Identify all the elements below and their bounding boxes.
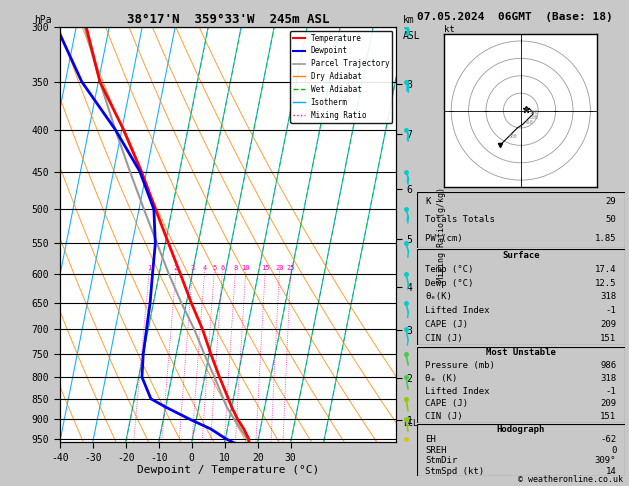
Text: Totals Totals: Totals Totals bbox=[425, 215, 495, 225]
Text: 151: 151 bbox=[600, 334, 616, 343]
Text: Dewp (°C): Dewp (°C) bbox=[425, 278, 474, 288]
Text: Lifted Index: Lifted Index bbox=[425, 386, 490, 396]
Text: 5: 5 bbox=[212, 265, 216, 271]
Text: StmSpd (kt): StmSpd (kt) bbox=[425, 467, 484, 476]
Text: θₑ (K): θₑ (K) bbox=[425, 374, 457, 383]
Text: 25: 25 bbox=[286, 265, 295, 271]
Text: 1: 1 bbox=[147, 265, 152, 271]
Text: CIN (J): CIN (J) bbox=[425, 334, 463, 343]
Text: km: km bbox=[403, 15, 415, 25]
Text: 20: 20 bbox=[276, 265, 284, 271]
Legend: Temperature, Dewpoint, Parcel Trajectory, Dry Adiabat, Wet Adiabat, Isotherm, Mi: Temperature, Dewpoint, Parcel Trajectory… bbox=[290, 31, 392, 122]
Text: PW (cm): PW (cm) bbox=[425, 234, 463, 243]
Text: 3: 3 bbox=[191, 265, 194, 271]
Text: EH: EH bbox=[425, 435, 436, 444]
Text: K: K bbox=[425, 197, 431, 206]
Text: 29: 29 bbox=[606, 197, 616, 206]
Text: 0: 0 bbox=[611, 446, 616, 455]
Text: 8: 8 bbox=[233, 265, 238, 271]
Text: θₑ(K): θₑ(K) bbox=[425, 293, 452, 301]
Text: 10: 10 bbox=[242, 265, 250, 271]
Text: 6: 6 bbox=[220, 265, 225, 271]
Text: Lifted Index: Lifted Index bbox=[425, 306, 490, 315]
Text: 151: 151 bbox=[600, 412, 616, 421]
Text: 1.85: 1.85 bbox=[595, 234, 616, 243]
Text: kt: kt bbox=[444, 25, 455, 34]
Text: -62: -62 bbox=[600, 435, 616, 444]
Text: 07.05.2024  06GMT  (Base: 18): 07.05.2024 06GMT (Base: 18) bbox=[417, 12, 613, 22]
Title: 38°17'N  359°33'W  245m ASL: 38°17'N 359°33'W 245m ASL bbox=[127, 13, 329, 26]
Text: CAPE (J): CAPE (J) bbox=[425, 399, 469, 408]
Text: 50: 50 bbox=[606, 215, 616, 225]
Text: 12.5: 12.5 bbox=[595, 278, 616, 288]
Text: 318: 318 bbox=[600, 374, 616, 383]
Text: Hodograph: Hodograph bbox=[497, 425, 545, 434]
Text: Pressure (mb): Pressure (mb) bbox=[425, 361, 495, 370]
Text: 309°: 309° bbox=[595, 456, 616, 465]
Text: 0: 0 bbox=[525, 108, 527, 113]
Text: Temp (°C): Temp (°C) bbox=[425, 265, 474, 274]
Text: StmDir: StmDir bbox=[425, 456, 457, 465]
Text: 150: 150 bbox=[530, 110, 538, 115]
Text: 2: 2 bbox=[174, 265, 178, 271]
Text: -1: -1 bbox=[606, 306, 616, 315]
Text: 450: 450 bbox=[525, 121, 533, 125]
Text: 209: 209 bbox=[600, 399, 616, 408]
X-axis label: Dewpoint / Temperature (°C): Dewpoint / Temperature (°C) bbox=[137, 466, 319, 475]
Text: -1: -1 bbox=[606, 386, 616, 396]
Text: 600: 600 bbox=[509, 135, 517, 139]
Text: SREH: SREH bbox=[425, 446, 447, 455]
Text: 209: 209 bbox=[600, 320, 616, 329]
Text: 4: 4 bbox=[203, 265, 207, 271]
Text: 986: 986 bbox=[600, 361, 616, 370]
Text: LCL: LCL bbox=[403, 418, 418, 428]
Text: ASL: ASL bbox=[403, 31, 421, 41]
Text: 318: 318 bbox=[600, 293, 616, 301]
Text: 300: 300 bbox=[530, 115, 538, 120]
Text: 15: 15 bbox=[261, 265, 269, 271]
Text: Mixing Ratio (g/kg): Mixing Ratio (g/kg) bbox=[437, 187, 446, 282]
Text: Most Unstable: Most Unstable bbox=[486, 348, 556, 357]
Text: 14: 14 bbox=[606, 467, 616, 476]
Text: © weatheronline.co.uk: © weatheronline.co.uk bbox=[518, 474, 623, 484]
Text: Surface: Surface bbox=[502, 251, 540, 260]
Text: CIN (J): CIN (J) bbox=[425, 412, 463, 421]
Text: hPa: hPa bbox=[35, 15, 52, 25]
Text: CAPE (J): CAPE (J) bbox=[425, 320, 469, 329]
Text: 17.4: 17.4 bbox=[595, 265, 616, 274]
